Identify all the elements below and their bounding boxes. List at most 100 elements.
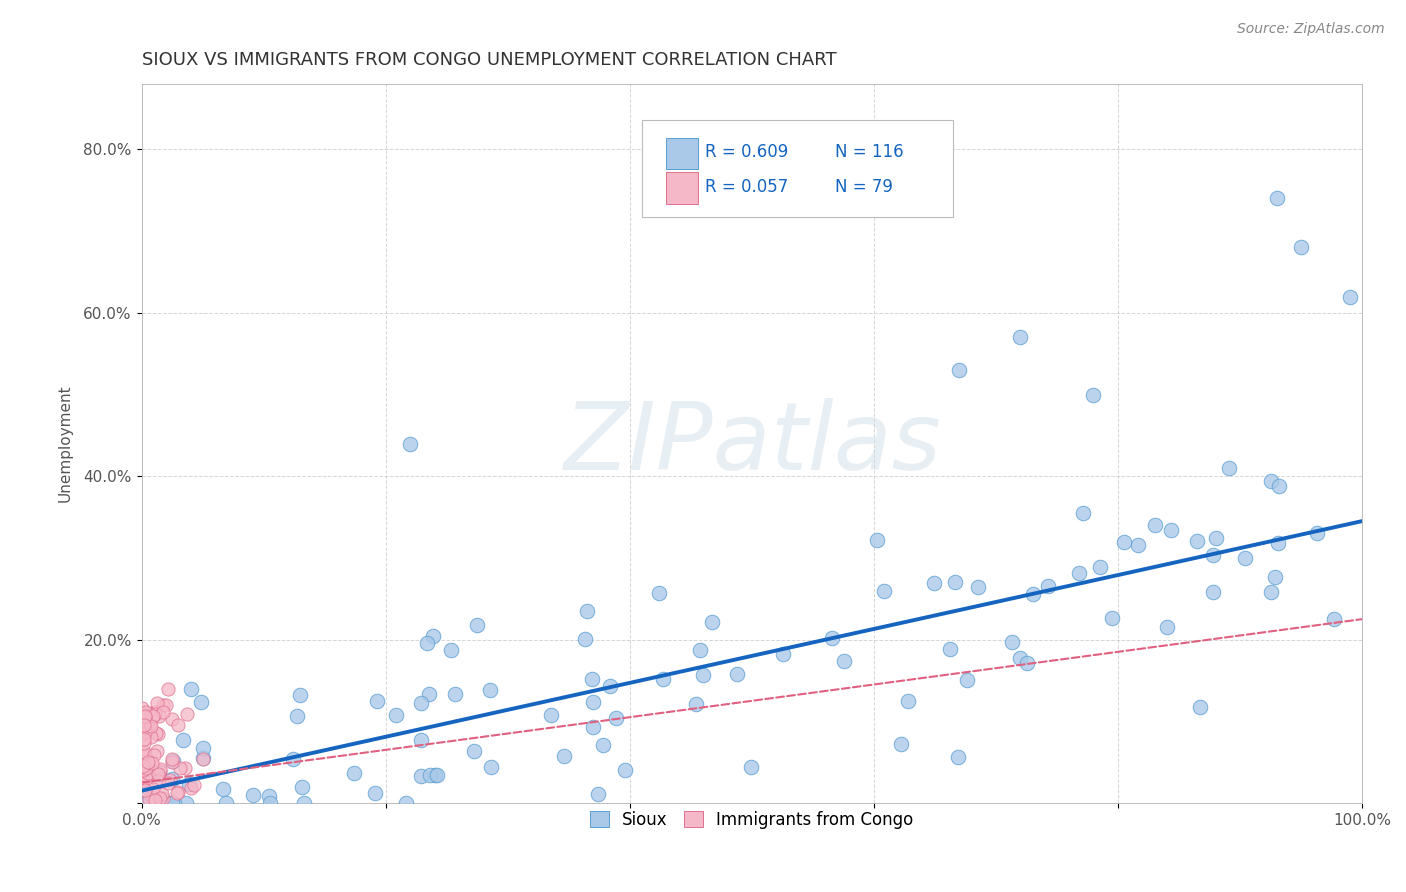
Point — [155, 698, 177, 712]
Point — [411, 696, 433, 710]
Point — [648, 586, 671, 600]
Point — [418, 687, 440, 701]
Point — [553, 748, 575, 763]
Point — [135, 723, 157, 738]
Point — [142, 747, 165, 762]
Point — [1143, 518, 1166, 533]
Point — [160, 755, 183, 769]
Point — [1015, 657, 1038, 671]
Point — [157, 681, 180, 696]
Text: N = 79: N = 79 — [835, 178, 893, 195]
Point — [422, 629, 444, 643]
Point — [426, 768, 449, 782]
Point — [152, 706, 174, 720]
Point — [160, 772, 183, 786]
Point — [967, 580, 990, 594]
Point — [134, 747, 156, 762]
Point — [866, 533, 889, 547]
Point — [1001, 635, 1024, 649]
Point — [160, 712, 183, 726]
Point — [162, 755, 184, 769]
Point — [215, 796, 238, 810]
Point — [159, 773, 181, 788]
Text: R = 0.609: R = 0.609 — [706, 143, 789, 161]
Point — [191, 752, 214, 766]
Point — [651, 672, 673, 686]
Point — [143, 705, 166, 719]
Point — [136, 717, 159, 731]
Point — [599, 680, 621, 694]
Point — [366, 694, 388, 708]
Point — [291, 780, 314, 794]
Point — [148, 765, 170, 780]
Point — [131, 769, 153, 783]
Text: Source: ZipAtlas.com: Source: ZipAtlas.com — [1237, 22, 1385, 37]
Point — [142, 709, 165, 723]
Point — [685, 697, 707, 711]
Point — [193, 751, 215, 765]
Point — [148, 767, 170, 781]
Point — [146, 767, 169, 781]
Point — [411, 732, 433, 747]
Point — [1218, 461, 1240, 475]
Point — [135, 761, 157, 775]
Point — [141, 789, 163, 804]
Text: R = 0.057: R = 0.057 — [706, 178, 789, 195]
Point — [149, 791, 172, 805]
Point — [142, 782, 165, 797]
Point — [167, 718, 190, 732]
Point — [592, 738, 614, 752]
FancyBboxPatch shape — [643, 120, 953, 217]
Point — [1202, 584, 1225, 599]
Point — [821, 631, 844, 645]
Point — [1036, 579, 1059, 593]
Point — [343, 766, 366, 780]
Point — [872, 584, 894, 599]
Point — [141, 756, 163, 771]
Point — [586, 787, 609, 801]
Point — [149, 763, 172, 777]
Point — [136, 707, 159, 722]
Point — [131, 768, 153, 782]
Point — [1088, 560, 1111, 574]
Point — [160, 796, 183, 810]
Point — [479, 760, 502, 774]
Point — [134, 709, 156, 723]
Point — [183, 778, 205, 792]
Point — [131, 763, 153, 777]
Point — [132, 714, 155, 728]
Point — [943, 575, 966, 590]
Point — [131, 714, 153, 729]
Point — [141, 719, 163, 733]
Point — [212, 781, 235, 796]
Point — [167, 785, 190, 799]
Point — [180, 781, 202, 796]
Point — [179, 777, 201, 791]
Point — [134, 709, 156, 723]
Point — [582, 695, 605, 709]
Point — [157, 796, 180, 810]
Point — [1205, 531, 1227, 545]
Point — [440, 643, 463, 657]
Point — [242, 788, 264, 802]
Point — [1323, 612, 1346, 626]
Point — [174, 796, 197, 810]
Point — [1101, 611, 1123, 625]
FancyBboxPatch shape — [666, 137, 697, 169]
Point — [153, 796, 176, 810]
Point — [132, 745, 155, 759]
Point — [292, 796, 315, 810]
Point — [574, 632, 596, 647]
Point — [139, 722, 162, 736]
Point — [581, 672, 603, 686]
Point — [1126, 538, 1149, 552]
Point — [135, 721, 157, 735]
Point — [288, 689, 311, 703]
Point — [416, 635, 439, 649]
Point — [148, 727, 170, 741]
Point — [419, 768, 441, 782]
Point — [174, 761, 197, 775]
Point — [385, 707, 408, 722]
Point — [582, 720, 605, 734]
Text: N = 116: N = 116 — [835, 143, 904, 161]
